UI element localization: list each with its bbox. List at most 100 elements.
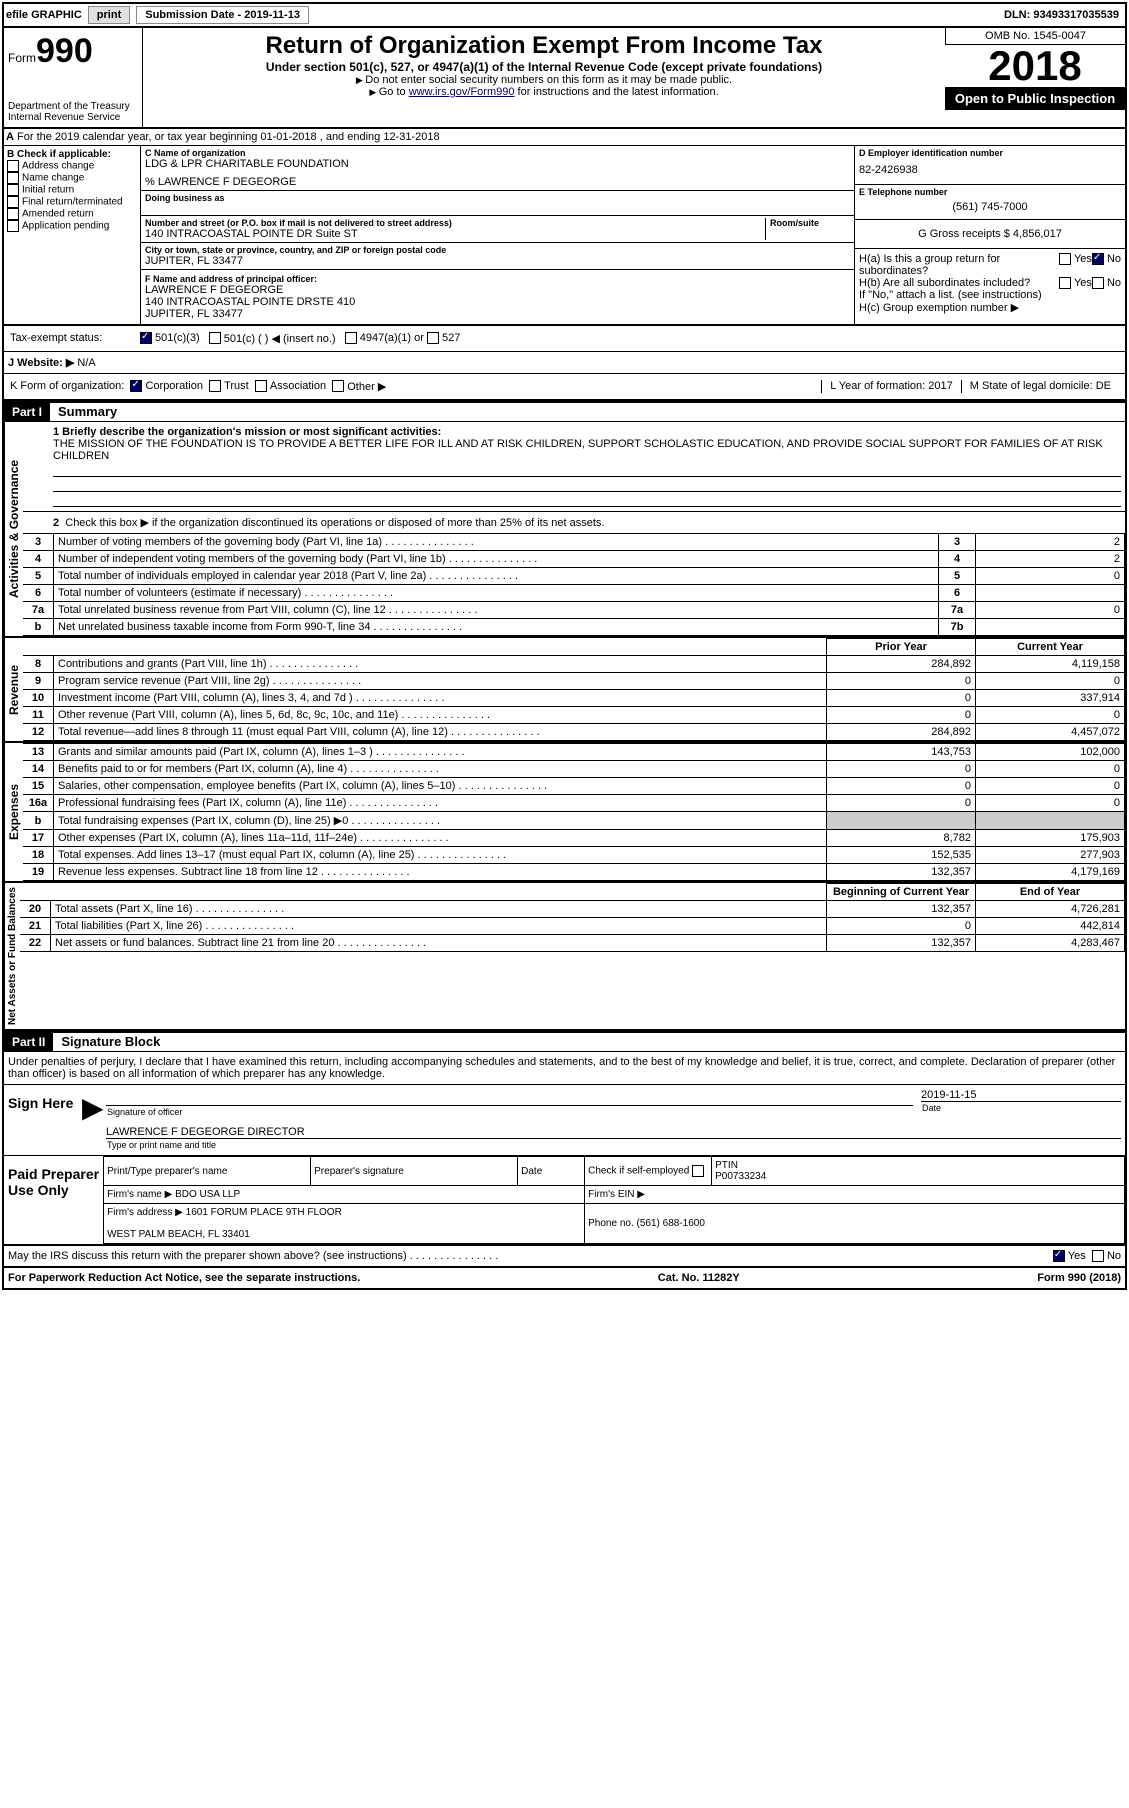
- corp-checkbox[interactable]: [130, 380, 142, 392]
- year-formation: L Year of formation: 2017: [821, 380, 961, 393]
- check-label: Initial return: [22, 185, 74, 196]
- form-footer: Form 990 (2018): [1037, 1272, 1121, 1284]
- dba-label: Doing business as: [145, 193, 850, 203]
- irs-link[interactable]: www.irs.gov/Form990: [409, 86, 515, 98]
- self-emp-check: Check if self-employed: [585, 1157, 712, 1186]
- sig-officer-label: Signature of officer: [106, 1105, 913, 1118]
- 501c3-checkbox[interactable]: [140, 332, 152, 344]
- check-final-return-terminated[interactable]: [7, 196, 19, 208]
- assoc-checkbox[interactable]: [255, 380, 267, 392]
- hb-no-checkbox[interactable]: [1092, 277, 1104, 289]
- line2-text: Check this box ▶ if the organization dis…: [65, 517, 604, 529]
- rev-vlabel: Revenue: [4, 638, 23, 741]
- hc-label: H(c) Group exemption number ▶: [859, 301, 1121, 314]
- check-amended-return[interactable]: [7, 208, 19, 220]
- check-applicable-label: B Check if applicable:: [7, 149, 137, 160]
- phone-label: E Telephone number: [859, 187, 1121, 197]
- mission-label: 1 Briefly describe the organization's mi…: [53, 426, 1121, 438]
- check-label: Name change: [22, 173, 84, 184]
- officer-name-addr: LAWRENCE F DEGEORGE 140 INTRACOASTAL POI…: [145, 284, 850, 320]
- may-discuss: May the IRS discuss this return with the…: [8, 1250, 1053, 1262]
- typeprint-label: Type or print name and title: [106, 1138, 1121, 1151]
- ha-yes-checkbox[interactable]: [1059, 253, 1071, 265]
- officer-printed: LAWRENCE F DEGEORGE DIRECTOR: [106, 1126, 1121, 1138]
- ptin: PTINP00733234: [712, 1157, 1125, 1186]
- dept-label: Department of the Treasury Internal Reve…: [8, 101, 138, 123]
- hb-label: H(b) Are all subordinates included?: [859, 277, 1059, 289]
- firm-ein: Firm's EIN ▶: [585, 1186, 1125, 1204]
- 527-checkbox[interactable]: [427, 332, 439, 344]
- return-subtitle: Under section 501(c), 527, or 4947(a)(1)…: [147, 60, 941, 74]
- gross-label: G Gross receipts $: [918, 228, 1013, 240]
- hb-note: If "No," attach a list. (see instruction…: [859, 289, 1121, 301]
- check-address-change[interactable]: [7, 160, 19, 172]
- check-label: Address change: [22, 161, 94, 172]
- firm-address: Firm's address ▶ 1601 FORUM PLACE 9TH FL…: [104, 1204, 585, 1244]
- efile-label: efile GRAPHIC: [6, 9, 82, 21]
- paid-preparer-label: Paid Preparer Use Only: [4, 1156, 103, 1244]
- website-label: J Website: ▶: [8, 357, 74, 369]
- check-label: Amended return: [22, 209, 94, 220]
- sig-date: 2019-11-15: [921, 1089, 1121, 1101]
- period-line: A For the 2019 calendar year, or tax yea…: [4, 129, 1125, 146]
- room-label: Room/suite: [770, 218, 850, 228]
- yes-label: Yes: [1074, 253, 1092, 277]
- prep-name-label: Print/Type preparer's name: [104, 1157, 311, 1186]
- ha-no-checkbox[interactable]: [1092, 253, 1104, 265]
- kform-label: K Form of organization:: [10, 380, 124, 393]
- check-initial-return[interactable]: [7, 184, 19, 196]
- tax-year: 2018: [945, 45, 1125, 87]
- return-title: Return of Organization Exempt From Incom…: [147, 32, 941, 60]
- exp-vlabel: Expenses: [4, 743, 23, 881]
- date-label: Date: [921, 1101, 1121, 1114]
- prep-date-label: Date: [518, 1157, 585, 1186]
- discuss-no-checkbox[interactable]: [1092, 1250, 1104, 1262]
- 4947-checkbox[interactable]: [345, 332, 357, 344]
- self-emp-checkbox[interactable]: [692, 1165, 704, 1177]
- mission-text: THE MISSION OF THE FOUNDATION IS TO PROV…: [53, 438, 1121, 462]
- ssn-note: Do not enter social security numbers on …: [147, 74, 941, 86]
- ein: 82-2426938: [859, 158, 1121, 182]
- addr-label: Number and street (or P.O. box if mail i…: [145, 218, 765, 228]
- submission-date: Submission Date - 2019-11-13: [136, 6, 309, 24]
- officer-label: F Name and address of principal officer:: [145, 274, 850, 284]
- pra-notice: For Paperwork Reduction Act Notice, see …: [8, 1272, 360, 1284]
- discuss-yes-checkbox[interactable]: [1053, 1250, 1065, 1262]
- firm-name: Firm's name ▶ BDO USA LLP: [104, 1186, 585, 1204]
- ein-label: D Employer identification number: [859, 148, 1121, 158]
- taxexempt-label: Tax-exempt status:: [10, 332, 140, 345]
- 501c-checkbox[interactable]: [209, 332, 221, 344]
- city-label: City or town, state or province, country…: [145, 245, 850, 255]
- gross-receipts: 4,856,017: [1013, 228, 1062, 240]
- part1-bar: Part I: [4, 403, 50, 421]
- firm-phone: Phone no. (561) 688-1600: [585, 1204, 1125, 1244]
- part2-title: Signature Block: [53, 1034, 160, 1049]
- check-label: Application pending: [22, 221, 109, 232]
- hb-yes-checkbox[interactable]: [1059, 277, 1071, 289]
- phone: (561) 745-7000: [859, 197, 1121, 217]
- no-label: No: [1107, 253, 1121, 277]
- print-button[interactable]: print: [88, 6, 130, 24]
- website-value: N/A: [77, 357, 95, 369]
- other-checkbox[interactable]: [332, 380, 344, 392]
- org-name: LDG & LPR CHARITABLE FOUNDATION: [145, 158, 850, 170]
- state-domicile: M State of legal domicile: DE: [961, 380, 1119, 393]
- prep-sig-label: Preparer's signature: [311, 1157, 518, 1186]
- declaration-text: Under penalties of perjury, I declare th…: [4, 1052, 1125, 1084]
- ha-label: H(a) Is this a group return for subordin…: [859, 253, 1059, 277]
- check-label: Final return/terminated: [22, 197, 123, 208]
- check-application-pending[interactable]: [7, 220, 19, 232]
- form-number: Form990: [8, 32, 138, 71]
- street-address: 140 INTRACOASTAL POINTE DR Suite ST: [145, 228, 765, 240]
- city-state-zip: JUPITER, FL 33477: [145, 255, 850, 267]
- dln: DLN: 93493317035539: [1004, 9, 1123, 21]
- net-vlabel: Net Assets or Fund Balances: [4, 883, 20, 1029]
- cat-no: Cat. No. 11282Y: [658, 1272, 740, 1284]
- sign-arrow-icon: ▶: [82, 1085, 102, 1155]
- care-of: % LAWRENCE F DEGEORGE: [145, 176, 850, 188]
- open-public: Open to Public Inspection: [945, 87, 1125, 110]
- goto-note: Go to www.irs.gov/Form990 for instructio…: [147, 86, 941, 98]
- trust-checkbox[interactable]: [209, 380, 221, 392]
- part1-title: Summary: [50, 404, 117, 419]
- check-name-change[interactable]: [7, 172, 19, 184]
